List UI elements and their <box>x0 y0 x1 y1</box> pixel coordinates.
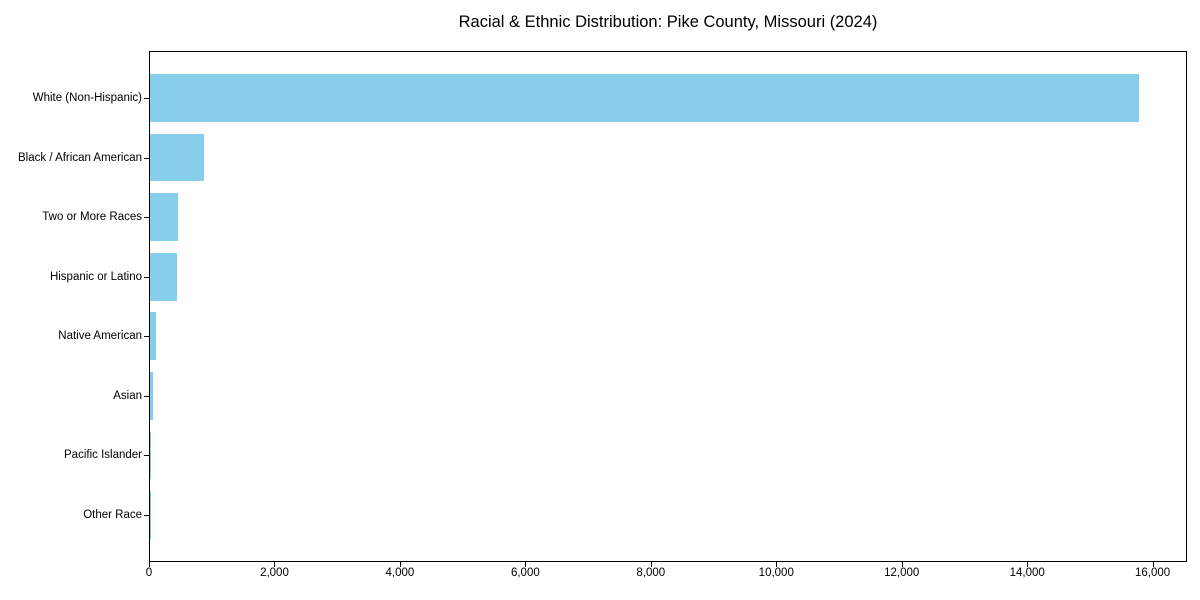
y-tick-mark <box>144 514 149 516</box>
y-tick-mark <box>144 455 149 457</box>
x-tick-label: 10,000 <box>758 567 794 579</box>
category-label: Black / African American <box>18 151 142 164</box>
x-tick-mark <box>901 562 903 567</box>
category-label: Pacific Islander <box>64 449 142 462</box>
x-tick-label: 16,000 <box>1135 567 1171 579</box>
y-tick-mark <box>144 276 149 278</box>
x-tick-label: 8,000 <box>636 567 666 579</box>
x-tick-mark <box>525 562 527 567</box>
bar <box>150 133 205 182</box>
category-label: Hispanic or Latino <box>49 270 142 283</box>
category-label: White (Non-Hispanic) <box>32 92 142 105</box>
x-tick-mark <box>149 562 150 567</box>
x-tick-mark <box>650 562 652 567</box>
y-tick-mark <box>144 98 149 100</box>
category-label: Other Race <box>83 508 142 521</box>
x-tick-mark <box>399 562 401 567</box>
bar <box>150 431 151 480</box>
x-tick-label: 12,000 <box>884 567 920 579</box>
bar <box>150 252 177 301</box>
chart-title: Racial & Ethnic Distribution: Pike Count… <box>458 13 878 31</box>
x-tick-mark <box>1152 562 1154 567</box>
category-label: Native American <box>58 330 142 343</box>
y-tick-mark <box>144 157 149 159</box>
category-label: Two or More Races <box>42 211 142 224</box>
plot-area <box>149 51 1187 562</box>
x-tick-mark <box>1027 562 1029 567</box>
bar <box>150 74 1139 122</box>
x-tick-mark <box>776 562 778 567</box>
x-tick-label: 6,000 <box>510 567 540 579</box>
y-tick-mark <box>144 395 149 397</box>
x-tick-label: 0 <box>145 567 153 579</box>
bar <box>150 372 154 420</box>
bar <box>150 312 156 361</box>
category-label: Asian <box>113 389 142 402</box>
y-tick-mark <box>144 336 149 338</box>
x-tick-mark <box>274 562 276 567</box>
x-tick-label: 14,000 <box>1009 567 1045 579</box>
x-tick-label: 2,000 <box>260 567 289 579</box>
y-tick-mark <box>144 217 149 219</box>
x-tick-label: 4,000 <box>385 567 415 579</box>
bar <box>150 193 178 241</box>
